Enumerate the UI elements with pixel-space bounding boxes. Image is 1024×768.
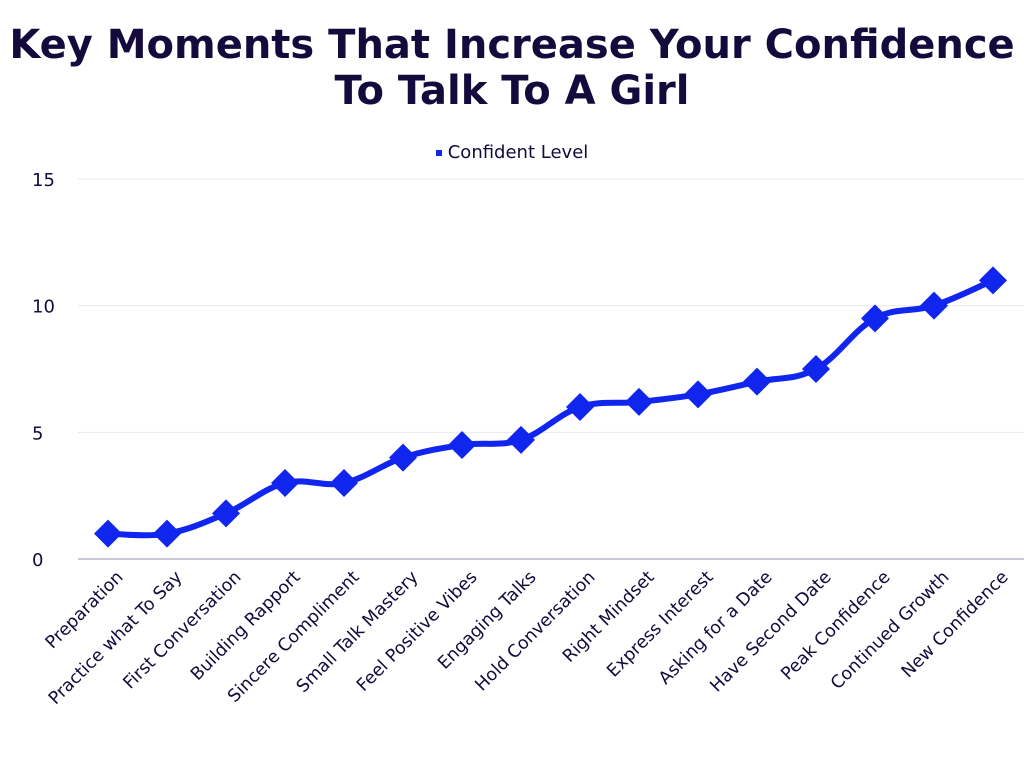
data-point-marker [979, 266, 1007, 295]
data-point-marker [566, 393, 594, 421]
data-point-marker [330, 469, 358, 497]
x-tick-label: Peak Confidence [777, 567, 894, 684]
data-point-marker [448, 431, 476, 459]
legend: Confident Level [0, 142, 1024, 163]
data-point-marker [920, 291, 948, 320]
data-point-marker [271, 469, 299, 497]
y-tick-label: 15 [32, 170, 55, 191]
x-tick-label: Asking for a Date [655, 567, 776, 688]
data-point-marker [684, 380, 712, 409]
x-tick-label: Express Interest [603, 567, 717, 681]
x-tick-label: Building Rapport [187, 567, 305, 685]
data-point-marker [861, 304, 889, 333]
data-point-marker [802, 355, 830, 383]
data-point-marker [212, 499, 240, 528]
y-tick-label: 10 [32, 297, 55, 318]
x-tick-label: New Confidence [898, 567, 1013, 682]
legend-swatch [435, 150, 442, 156]
y-tick-label: 0 [32, 550, 43, 571]
data-point-marker [625, 387, 653, 416]
chart-title: Key Moments That Increase Your Confidenc… [9, 22, 1015, 114]
data-point-marker [389, 443, 417, 472]
y-tick-label: 5 [32, 423, 43, 444]
series-line [107, 277, 995, 539]
data-point-marker [743, 367, 771, 396]
data-point-marker [507, 425, 535, 454]
data-point-marker [153, 519, 181, 548]
legend-label: Confident Level [447, 142, 589, 163]
data-point-marker [94, 519, 122, 548]
